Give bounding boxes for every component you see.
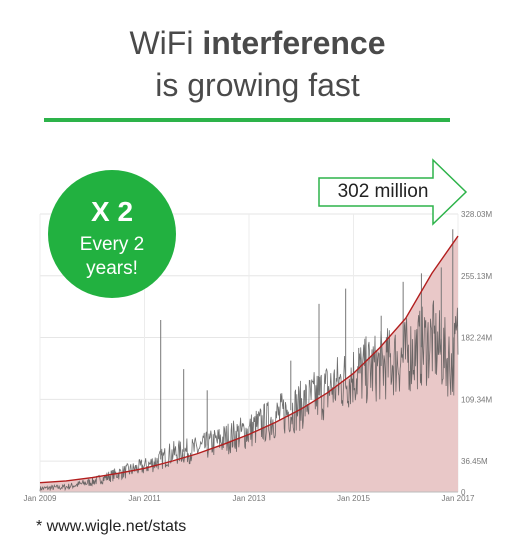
x-tick-label: Jan 2015 — [337, 494, 370, 503]
y-tick-label: 0 — [461, 488, 466, 497]
y-tick-label: 255.13M — [461, 272, 492, 281]
badge-period-line-1: Every 2 — [79, 234, 145, 255]
trend-area — [40, 236, 458, 492]
x-tick-label: Jan 2013 — [233, 494, 266, 503]
trend-line — [39, 235, 459, 484]
doubling-badge: X 2 Every 2 years! — [48, 170, 176, 298]
page-title-line-1: WiFi interference — [0, 24, 515, 62]
x-tick-label: Jan 2011 — [128, 494, 161, 503]
badge-period-line-2: years! — [86, 258, 138, 279]
x-tick-label: Jan 2009 — [24, 494, 57, 503]
y-tick-label: 109.34M — [461, 395, 492, 404]
y-tick-label: 328.03M — [461, 210, 492, 219]
callout-label: 302 million — [337, 181, 429, 202]
title-underline — [44, 118, 450, 122]
callout-arrow — [318, 158, 468, 226]
title-bold-word: interference — [202, 25, 386, 61]
page-title-line-2: is growing fast — [155, 67, 360, 103]
y-tick-label: 36.45M — [461, 457, 488, 466]
daily-series-line — [39, 300, 459, 492]
badge-multiplier: X 2 — [90, 196, 134, 227]
y-tick-label: 182.24M — [461, 334, 492, 343]
x-tick-label: Jan 2017 — [442, 494, 475, 503]
title-prefix: WiFi — [129, 25, 203, 61]
source-footnote: * www.wigle.net/stats — [36, 518, 187, 535]
